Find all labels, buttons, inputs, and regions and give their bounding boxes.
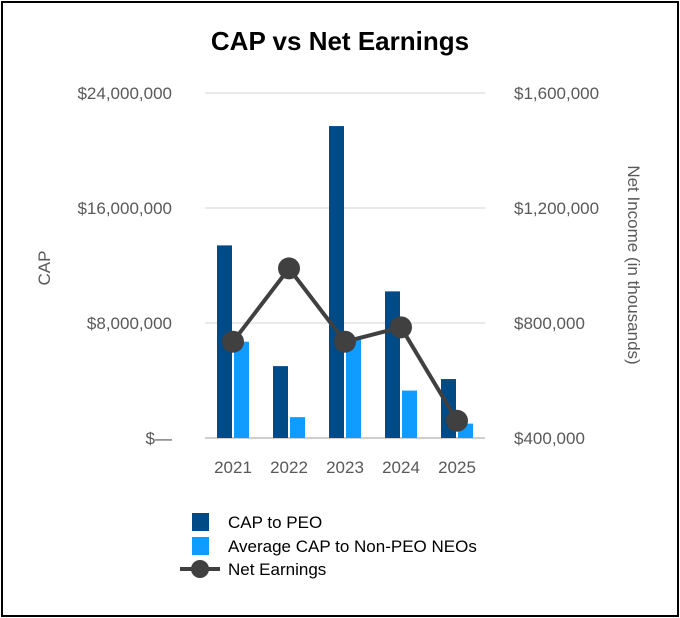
x-tick-label: 2024	[382, 458, 420, 477]
x-tick-label: 2021	[214, 458, 252, 477]
bars	[217, 126, 473, 438]
x-tick-label: 2022	[270, 458, 308, 477]
y-tick-label: $8,000,000	[87, 314, 172, 333]
legend: CAP to PEO Average CAP to Non-PEO NEOs Net…	[180, 513, 477, 579]
y-tick-label: $—	[146, 429, 172, 448]
y2-tick-label: $1,600,000	[514, 84, 599, 103]
legend-swatch-net-earnings-marker	[191, 560, 209, 578]
y2-axis-label: Net Income (in thousands)	[624, 165, 643, 364]
y-tick-label: $16,000,000	[77, 199, 172, 218]
y2-tick-label: $800,000	[514, 314, 585, 333]
cap-to-peo-bar	[273, 366, 288, 438]
y-axis-label: CAP	[35, 251, 54, 286]
net-earnings-point	[278, 257, 300, 280]
net-earnings-point	[446, 409, 468, 432]
cap-to-peo-bar	[385, 291, 400, 438]
legend-swatch-avg-cap	[192, 537, 209, 555]
y2-tick-label: $400,000	[514, 429, 585, 448]
net-earnings-point	[334, 330, 356, 353]
net-earnings-point	[390, 316, 412, 339]
net-earnings-line	[222, 257, 468, 432]
y2-tick-label: $1,200,000	[514, 199, 599, 218]
avg-cap-non-peo-bar	[402, 390, 417, 438]
x-tick-label: 2025	[438, 458, 476, 477]
y-tick-label: $24,000,000	[77, 84, 172, 103]
net-earnings-point	[222, 330, 244, 353]
gridlines	[205, 92, 485, 439]
x-tick-label: 2023	[326, 458, 364, 477]
avg-cap-non-peo-bar	[234, 341, 249, 438]
axis-ticks: $— $8,000,000 $16,000,000 $24,000,000 $400,0…	[77, 84, 599, 477]
legend-label: Average CAP to Non-PEO NEOs	[228, 537, 477, 556]
avg-cap-non-peo-bar	[346, 338, 361, 438]
chart-title: CAP vs Net Earnings	[211, 26, 469, 56]
legend-label: Net Earnings	[228, 560, 326, 579]
legend-label: CAP to PEO	[228, 513, 322, 532]
avg-cap-non-peo-bar	[290, 417, 305, 438]
legend-swatch-cap-to-peo	[192, 513, 209, 531]
cap-to-peo-bar	[329, 126, 344, 438]
